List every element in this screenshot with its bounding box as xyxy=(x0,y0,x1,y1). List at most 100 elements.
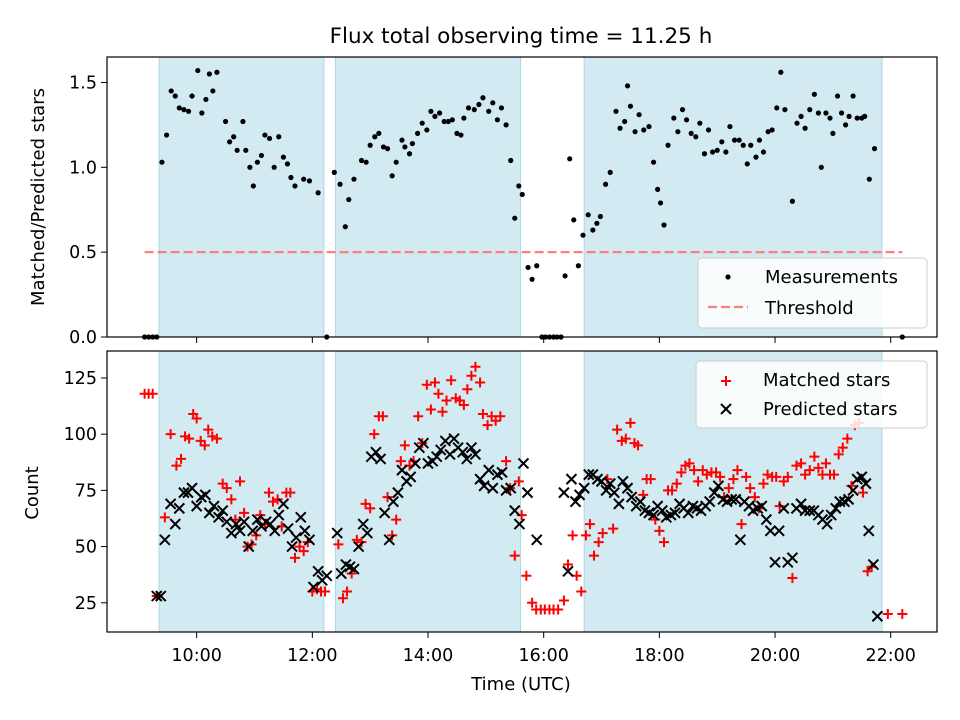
measurement-point xyxy=(266,135,273,142)
measurement-point xyxy=(866,176,872,182)
measurement-point xyxy=(719,139,725,145)
predicted-star-point xyxy=(756,500,768,512)
matched-star-point xyxy=(207,431,218,442)
matched-star-point xyxy=(829,469,840,480)
matched-star-point xyxy=(462,384,473,395)
measurement-point xyxy=(262,132,268,138)
matched-star-point xyxy=(774,501,785,512)
predicted-star-point xyxy=(578,482,590,494)
measurement-point xyxy=(594,220,600,226)
matched-star-point xyxy=(671,478,682,489)
predicted-star-point xyxy=(396,464,408,476)
predicted-star-point xyxy=(242,540,255,553)
predicted-star-point xyxy=(595,475,608,488)
measurement-point xyxy=(714,147,720,153)
legend-predicted-label: Predicted stars xyxy=(763,399,897,420)
measurement-point xyxy=(794,120,800,126)
matched-star-point xyxy=(446,375,457,386)
matched-star-point xyxy=(567,530,578,541)
measurement-point xyxy=(613,108,619,114)
matched-star-point xyxy=(458,399,469,410)
matched-star-point xyxy=(391,514,402,525)
measurement-point xyxy=(376,130,382,136)
x-tick-label: 20:00 xyxy=(750,646,800,666)
matched-star-point xyxy=(399,440,410,451)
measurement-point xyxy=(449,117,455,123)
predicted-star-point xyxy=(299,525,311,537)
predicted-star-point xyxy=(312,565,324,578)
top-legend: Measurements Threshold xyxy=(697,257,928,329)
measurement-point xyxy=(815,110,822,116)
matched-star-point xyxy=(558,595,569,606)
measurement-point xyxy=(679,107,686,113)
measurement-point xyxy=(351,176,357,182)
legend-box xyxy=(697,257,928,329)
measurement-point xyxy=(409,140,415,147)
measurement-point xyxy=(292,183,298,189)
matched-star-point xyxy=(395,456,406,467)
predicted-star-point xyxy=(439,435,452,447)
matched-star-point xyxy=(475,377,486,388)
matched-star-point xyxy=(701,469,712,480)
legend-predicted-marker xyxy=(720,403,732,415)
y-tick-label: 1.0 xyxy=(69,158,97,178)
matched-star-point xyxy=(897,609,908,620)
measurement-point xyxy=(748,142,754,148)
measurement-point xyxy=(214,69,220,75)
measurement-point xyxy=(210,88,216,94)
matched-star-point xyxy=(429,377,440,388)
bottom-y-ticks: 25 50 75 100 125 xyxy=(64,369,107,614)
predicted-star-point xyxy=(331,527,343,539)
matched-star-point xyxy=(239,507,250,518)
measurement-point xyxy=(512,215,518,221)
predicted-star-point xyxy=(517,457,530,470)
predicted-star-point xyxy=(863,525,875,537)
measurement-point xyxy=(575,263,581,269)
measurement-point xyxy=(607,169,613,175)
matched-star-point xyxy=(337,593,348,604)
predicted-star-point xyxy=(221,516,233,528)
predicted-star-point xyxy=(251,513,264,526)
measurement-point xyxy=(380,144,387,150)
y-tick-label: 0.0 xyxy=(69,328,97,348)
measurement-point xyxy=(753,154,759,160)
predicted-star-point xyxy=(378,507,391,519)
measurement-point xyxy=(798,113,804,119)
predicted-star-point xyxy=(465,441,478,454)
measurement-point xyxy=(723,149,729,155)
top-panel: 0.0 0.5 1.0 1.5 Matched/Predicted stars Mea… xyxy=(28,56,938,348)
matched-star-point xyxy=(837,442,848,453)
measurement-point xyxy=(627,103,634,109)
predicted-star-point xyxy=(795,498,807,510)
matched-star-point xyxy=(482,420,493,431)
matched-star-point xyxy=(562,559,573,570)
matched-star-point xyxy=(833,449,844,460)
predicted-star-point xyxy=(383,534,395,546)
matched-star-point xyxy=(804,465,815,476)
predicted-star-point xyxy=(159,534,171,546)
measurement-point xyxy=(363,159,369,165)
matched-star-point xyxy=(365,503,376,514)
measurement-point xyxy=(871,146,878,152)
matched-star-point xyxy=(470,361,481,372)
predicted-star-point xyxy=(764,525,777,537)
matched-star-point xyxy=(441,395,452,406)
predicted-star-point xyxy=(669,507,681,519)
predicted-star-point xyxy=(264,518,276,530)
measurement-point xyxy=(389,173,395,179)
measurement-point xyxy=(247,164,253,170)
predicted-star-point xyxy=(708,486,721,499)
bottom-axes-frame xyxy=(106,350,938,633)
predicted-star-point xyxy=(169,518,181,530)
matched-star-point xyxy=(268,496,278,507)
matched-star-point xyxy=(597,528,608,539)
predicted-star-point xyxy=(734,534,747,546)
matched-star-point xyxy=(184,433,195,444)
predicted-star-point xyxy=(558,486,570,499)
matched-star-point xyxy=(593,537,604,548)
matched-star-point xyxy=(495,411,506,422)
predicted-star-point xyxy=(712,480,725,492)
measurement-point xyxy=(503,122,509,128)
predicted-star-point xyxy=(199,489,212,501)
measurement-point xyxy=(471,107,477,113)
